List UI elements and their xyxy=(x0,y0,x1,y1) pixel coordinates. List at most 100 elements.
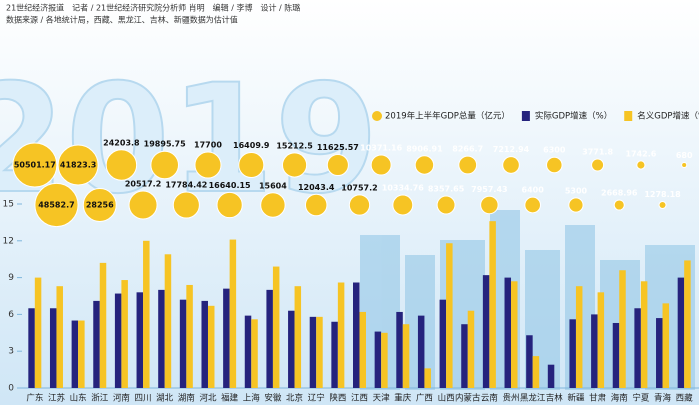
byline: 21世纪经济报道 记者 / 21世纪经济研究院分析师 肖明 编辑 / 李博 设计… xyxy=(6,3,300,13)
bar xyxy=(489,221,496,388)
gdp-label: 19895.75 xyxy=(144,140,186,149)
bar xyxy=(677,277,685,388)
gdp-label: 17784.42 xyxy=(165,180,207,189)
gdp-label: 48582.7 xyxy=(38,201,74,210)
bar xyxy=(467,310,475,388)
gdp-bubble xyxy=(281,152,308,178)
legend-label: 名义GDP增速（%） xyxy=(637,111,699,122)
gdp-label: 1278.18 xyxy=(644,190,681,199)
bar xyxy=(504,277,512,388)
bar xyxy=(78,320,85,388)
gdp-label: 15604 xyxy=(259,181,287,190)
x-tick-label: 河北 xyxy=(199,393,217,404)
gdp-label: 5300 xyxy=(565,186,588,195)
x-tick-label: 黑龙江 xyxy=(520,393,546,404)
bar xyxy=(28,308,35,388)
gdp-bubble xyxy=(370,154,392,176)
x-tick-label: 湖北 xyxy=(156,394,174,404)
bar xyxy=(619,270,626,388)
x-tick-label: 江苏 xyxy=(48,393,66,404)
gdp-label: 24203.8 xyxy=(103,138,140,147)
gdp-bubble xyxy=(194,151,222,179)
x-tick-label: 四川 xyxy=(135,394,152,404)
x-tick-label: 西藏 xyxy=(676,393,694,404)
gdp-label: 3771.8 xyxy=(582,147,613,156)
bar xyxy=(439,299,447,388)
gdp-label: 8906.91 xyxy=(406,144,443,153)
x-tick-label: 山东 xyxy=(70,393,87,404)
bar xyxy=(353,282,360,388)
x-tick-label: 北京 xyxy=(286,393,303,404)
gdp-label: 10757.2 xyxy=(341,183,377,192)
x-tick-label: 吉林 xyxy=(546,393,564,404)
x-tick-label: 甘肃 xyxy=(589,393,607,404)
gdp-label: 6300 xyxy=(543,146,566,155)
gdp-bubble xyxy=(636,160,646,170)
bar xyxy=(569,319,576,388)
bar xyxy=(56,286,63,388)
bar xyxy=(294,286,302,388)
y-tick-label: 9 xyxy=(8,273,14,283)
gdp-label: 11625.57 xyxy=(317,143,359,152)
gdp-label: 7957.43 xyxy=(471,185,507,194)
gdp-bubble xyxy=(260,192,286,218)
bar xyxy=(34,277,42,388)
bar xyxy=(424,368,431,388)
gdp-bubble xyxy=(34,182,79,228)
x-tick-label: 重庆 xyxy=(394,393,412,404)
gdp-label: 1742.6 xyxy=(625,149,656,158)
gdp-label: 28256 xyxy=(86,201,114,210)
bar xyxy=(223,288,230,388)
x-tick-label: 内蒙古 xyxy=(455,393,481,404)
x-tick-label: 新疆 xyxy=(567,393,585,404)
bar xyxy=(93,300,100,388)
bar xyxy=(532,356,540,388)
bar xyxy=(634,308,641,388)
bar xyxy=(272,266,280,388)
bar xyxy=(179,299,187,388)
bar xyxy=(143,240,150,388)
gdp-label: 680 xyxy=(676,151,693,160)
x-tick-label: 上海 xyxy=(243,393,261,404)
gdp-bubble xyxy=(392,194,414,216)
bar xyxy=(71,320,79,388)
bar xyxy=(417,315,425,388)
gdp-label: 41823.3 xyxy=(60,161,96,170)
gdp-label: 17700 xyxy=(194,140,222,149)
y-tick-label: 3 xyxy=(8,347,14,357)
gdp-bubble xyxy=(326,153,349,177)
gdp-label: 12043.4 xyxy=(298,183,335,192)
x-tick-label: 广西 xyxy=(416,393,433,404)
gdp-bubble xyxy=(216,191,243,219)
bar xyxy=(114,293,122,388)
y-tick-label: 6 xyxy=(8,310,14,320)
bar xyxy=(591,314,598,388)
gdp-bubble xyxy=(348,194,371,216)
gdp-label: 10371.16 xyxy=(360,144,402,153)
bar xyxy=(186,284,193,388)
gdp-bubble xyxy=(172,191,200,219)
gdp-bubble xyxy=(414,155,435,175)
bar xyxy=(244,315,252,388)
gdp-bubble xyxy=(105,149,138,181)
gdp-label: 15212.5 xyxy=(276,141,313,150)
gdp-bubble xyxy=(502,156,520,174)
gdp-bubble xyxy=(12,142,58,188)
bar xyxy=(656,318,663,388)
x-tick-label: 贵州 xyxy=(503,393,520,404)
bar xyxy=(164,254,172,388)
bar xyxy=(547,364,555,388)
bar xyxy=(99,262,107,388)
bar xyxy=(374,331,382,388)
gdp-bubble xyxy=(681,161,688,169)
x-tick-label: 宁夏 xyxy=(632,393,650,404)
bar xyxy=(251,319,258,388)
bar xyxy=(121,280,128,388)
gdp-label: 10334.76 xyxy=(382,184,424,193)
x-tick-label: 云南 xyxy=(481,393,498,404)
x-tick-label: 天津 xyxy=(373,393,391,404)
gdp-label: 8357.65 xyxy=(428,185,465,194)
legend-label: 2019年上半年GDP总量（亿元） xyxy=(385,111,510,122)
x-tick-label: 海南 xyxy=(611,393,628,404)
gdp-bubble xyxy=(128,190,158,220)
